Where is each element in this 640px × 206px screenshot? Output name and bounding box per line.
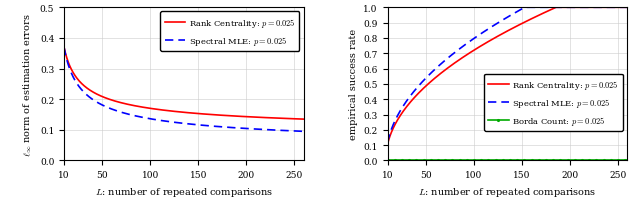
Spectral MLE: $p = 0.025$: (215, 0.102): $p = 0.025$: (215, 0.102) [257, 128, 264, 131]
Rank Centrality: $p = 0.025$: (260, 1): $p = 0.025$: (260, 1) [623, 7, 631, 9]
Line: Rank Centrality: $p = 0.025$: Rank Centrality: $p = 0.025$ [64, 48, 303, 119]
Rank Centrality: $p = 0.025$: (145, 0.879): $p = 0.025$: (145, 0.879) [513, 26, 521, 28]
Rank Centrality: $p = 0.025$: (145, 0.154): $p = 0.025$: (145, 0.154) [190, 112, 198, 115]
Rank Centrality: $p = 0.025$: (130, 0.159): $p = 0.025$: (130, 0.159) [175, 111, 183, 114]
Borda Count: $p = 0.025$: (260, 0.005): $p = 0.025$: (260, 0.005) [623, 159, 631, 161]
Borda Count: $p = 0.025$: (159, 0.005): $p = 0.025$: (159, 0.005) [526, 159, 534, 161]
Y-axis label: $\ell_\infty$ norm of estimation errors: $\ell_\infty$ norm of estimation errors [22, 13, 34, 156]
Spectral MLE: $p = 0.025$: (129, 0.912): $p = 0.025$: (129, 0.912) [497, 20, 505, 23]
Legend: Rank Centrality: $p = 0.025$, Spectral MLE: $p = 0.025$, Borda Count: $p = 0.025: Rank Centrality: $p = 0.025$, Spectral M… [484, 74, 623, 131]
Y-axis label: empirical success rate: empirical success rate [349, 29, 358, 140]
Line: Spectral MLE: $p = 0.025$: Spectral MLE: $p = 0.025$ [388, 8, 627, 143]
Rank Centrality: $p = 0.025$: (186, 1): $p = 0.025$: (186, 1) [552, 7, 560, 9]
Spectral MLE: $p = 0.025$: (215, 1): $p = 0.025$: (215, 1) [580, 7, 588, 9]
Spectral MLE: $p = 0.025$: (159, 1): $p = 0.025$: (159, 1) [527, 7, 534, 9]
Rank Centrality: $p = 0.025$: (129, 0.159): $p = 0.025$: (129, 0.159) [174, 111, 182, 113]
Spectral MLE: $p = 0.025$: (260, 1): $p = 0.025$: (260, 1) [623, 7, 631, 9]
Rank Centrality: $p = 0.025$: (254, 0.136): $p = 0.025$: (254, 0.136) [294, 118, 301, 121]
Spectral MLE: $p = 0.025$: (260, 0.095): $p = 0.025$: (260, 0.095) [300, 130, 307, 133]
Spectral MLE: $p = 0.025$: (10, 0.117): $p = 0.025$: (10, 0.117) [384, 142, 392, 144]
Line: Rank Centrality: $p = 0.025$: Rank Centrality: $p = 0.025$ [388, 8, 627, 145]
Spectral MLE: $p = 0.025$: (129, 0.123): $p = 0.025$: (129, 0.123) [174, 122, 182, 124]
Rank Centrality: $p = 0.025$: (129, 0.824): $p = 0.025$: (129, 0.824) [497, 34, 505, 36]
Spectral MLE: $p = 0.025$: (153, 1): $p = 0.025$: (153, 1) [521, 7, 529, 9]
Borda Count: $p = 0.025$: (129, 0.005): $p = 0.025$: (129, 0.005) [497, 159, 505, 161]
Spectral MLE: $p = 0.025$: (145, 0.972): $p = 0.025$: (145, 0.972) [513, 11, 521, 14]
Rank Centrality: $p = 0.025$: (215, 0.141): $p = 0.025$: (215, 0.141) [257, 117, 264, 119]
Borda Count: $p = 0.025$: (145, 0.005): $p = 0.025$: (145, 0.005) [513, 159, 521, 161]
Spectral MLE: $p = 0.025$: (254, 1): $p = 0.025$: (254, 1) [618, 7, 626, 9]
Line: Borda Count: $p = 0.025$: Borda Count: $p = 0.025$ [386, 158, 629, 162]
Spectral MLE: $p = 0.025$: (159, 0.114): $p = 0.025$: (159, 0.114) [203, 125, 211, 127]
Spectral MLE: $p = 0.025$: (10, 0.37): $p = 0.025$: (10, 0.37) [60, 47, 68, 49]
X-axis label: $L$: number of repeated comparisons: $L$: number of repeated comparisons [418, 185, 596, 198]
Borda Count: $p = 0.025$: (10, 0.005): $p = 0.025$: (10, 0.005) [384, 159, 392, 161]
X-axis label: $L$: number of repeated comparisons: $L$: number of repeated comparisons [95, 185, 273, 198]
Spectral MLE: $p = 0.025$: (130, 0.918): $p = 0.025$: (130, 0.918) [499, 20, 507, 22]
Spectral MLE: $p = 0.025$: (254, 0.0958): $p = 0.025$: (254, 0.0958) [294, 130, 301, 133]
Borda Count: $p = 0.025$: (130, 0.005): $p = 0.025$: (130, 0.005) [499, 159, 507, 161]
Borda Count: $p = 0.025$: (215, 0.005): $p = 0.025$: (215, 0.005) [580, 159, 588, 161]
Legend: Rank Centrality: $p = 0.025$, Spectral MLE: $p = 0.025$: Rank Centrality: $p = 0.025$, Spectral M… [161, 12, 300, 52]
Borda Count: $p = 0.025$: (254, 0.005): $p = 0.025$: (254, 0.005) [618, 159, 625, 161]
Rank Centrality: $p = 0.025$: (10, 0.37): $p = 0.025$: (10, 0.37) [60, 47, 68, 49]
Spectral MLE: $p = 0.025$: (145, 0.118): $p = 0.025$: (145, 0.118) [190, 124, 198, 126]
Rank Centrality: $p = 0.025$: (130, 0.829): $p = 0.025$: (130, 0.829) [499, 33, 507, 35]
Rank Centrality: $p = 0.025$: (260, 0.135): $p = 0.025$: (260, 0.135) [300, 118, 307, 121]
Rank Centrality: $p = 0.025$: (159, 0.151): $p = 0.025$: (159, 0.151) [203, 114, 211, 116]
Rank Centrality: $p = 0.025$: (159, 0.921): $p = 0.025$: (159, 0.921) [526, 19, 534, 21]
Line: Spectral MLE: $p = 0.025$: Spectral MLE: $p = 0.025$ [64, 48, 303, 132]
Rank Centrality: $p = 0.025$: (10, 0.106): $p = 0.025$: (10, 0.106) [384, 143, 392, 146]
Rank Centrality: $p = 0.025$: (215, 1): $p = 0.025$: (215, 1) [580, 7, 588, 9]
Rank Centrality: $p = 0.025$: (254, 1): $p = 0.025$: (254, 1) [618, 7, 626, 9]
Spectral MLE: $p = 0.025$: (130, 0.123): $p = 0.025$: (130, 0.123) [175, 122, 183, 124]
